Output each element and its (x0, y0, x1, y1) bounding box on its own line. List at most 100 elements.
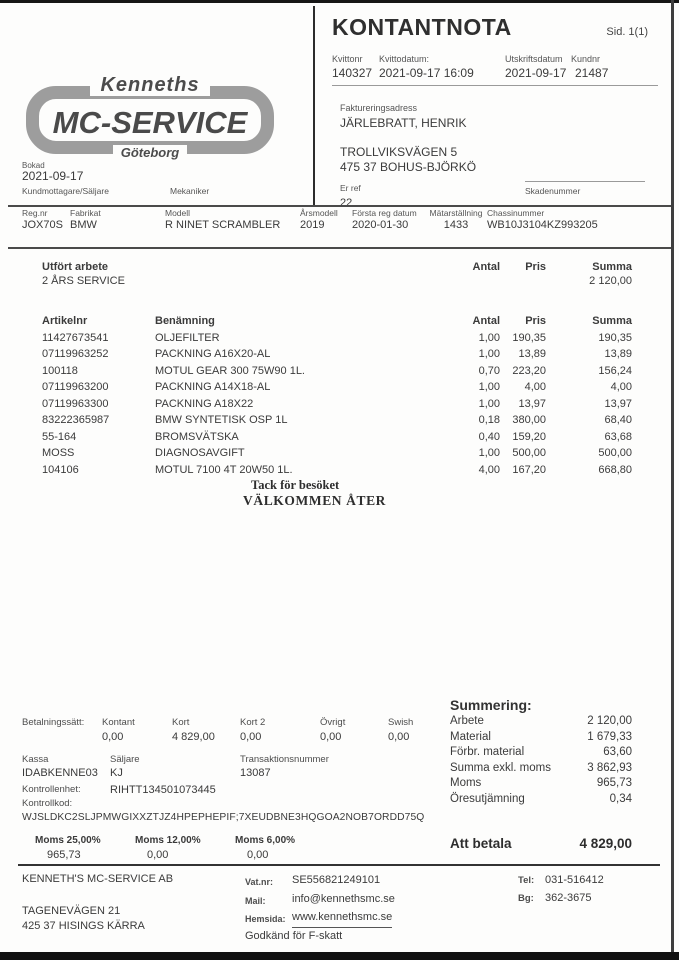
saljare-label: Säljare (110, 754, 140, 765)
footer-street: TAGENEVÄGEN 21 (22, 905, 121, 917)
work-title: Utfört arbete (42, 261, 109, 273)
header-underline (332, 85, 658, 86)
items-rows: 11427673541 OLJEFILTER 1,00 190,35 190,3… (0, 330, 679, 479)
mail-value: info@kennethsmc.se (292, 892, 395, 905)
betalningssatt-label: Betalningssätt: (22, 717, 85, 728)
bg-label: Bg: (518, 892, 534, 904)
mekaniker-label: Mekaniker (170, 186, 210, 196)
kvittodatum-value: 2021-09-17 16:09 (379, 66, 474, 80)
att-betala-value: 4 829,00 (579, 836, 632, 851)
summary-row: Moms 965,73 (450, 777, 632, 789)
kundmottagare-label: Kundmottagare/Säljare (22, 186, 109, 196)
item-row: 07119963200 PACKNING A14X18-AL 1,00 4,00… (42, 381, 632, 393)
kundnr-label: Kundnr (571, 54, 601, 64)
kundnr-value: 21487 (575, 66, 609, 80)
payment-method: Kontant 0,00 (102, 717, 135, 743)
summary-rows: Arbete 2 120,00 Material 1 679,33 Förbr.… (450, 714, 632, 807)
vehicle-field: Fabrikat BMW (70, 208, 101, 231)
summary-block: Summering: Arbete 2 120,00 Material 1 67… (450, 696, 632, 807)
summary-row: Förbr. material 63,60 (450, 746, 632, 758)
bg-value: 362-3675 (545, 891, 592, 904)
kvittodatum-label: Kvittodatum: (379, 54, 430, 64)
kassa-label: Kassa (22, 754, 49, 765)
payment-method: Övrigt 0,00 (320, 717, 346, 743)
att-betala-label: Att betala (450, 836, 512, 851)
kontrollenhet-value: RIHTT134501073445 (110, 784, 216, 796)
vehicle-field: Första reg datum 2020-01-30 (352, 208, 417, 231)
item-row: 104106 MOTUL 7100 4T 20W50 1L. 4,00 167,… (42, 463, 632, 476)
bokad-label: Bokad (22, 161, 45, 170)
items-pris-header: Pris (525, 315, 546, 327)
company-logo: Kenneths MC-SERVICE Göteborg (24, 74, 276, 162)
logo-text-goteborg: Göteborg (24, 144, 276, 162)
kvittonr-value: 140327 (332, 66, 373, 80)
fskatt-text: Godkänd för F-skatt (245, 929, 343, 942)
skadenummer-line (525, 181, 645, 182)
utskriftsdatum-label: Utskriftsdatum (505, 54, 563, 64)
header-vertical-divider (313, 6, 315, 205)
customer-city: 475 37 BOHUS-BJÖRKÖ (340, 160, 477, 174)
vehicle-field: Modell R NINET SCRAMBLER (165, 208, 281, 231)
work-row: 2 ÅRS SERVICE 2 120,00 (42, 275, 632, 287)
moms-field: Moms 25,00% 965,73 (35, 835, 101, 861)
tel-value: 031-516412 (545, 874, 604, 886)
summary-row: Summa exkl. moms 3 862,93 (450, 761, 632, 774)
item-row: 83222365987 BMW SYNTETISK OSP 1L 0,18 38… (42, 414, 632, 426)
section-rule-bottom (8, 247, 671, 249)
moms-field: Moms 12,00% 0,00 (135, 835, 201, 861)
kassa-value: IDABKENNE03 (22, 766, 98, 779)
er-ref-label: Er ref (340, 183, 361, 193)
summary-row: Öresutjämning 0,34 (450, 792, 632, 805)
payment-method: Swish 0,00 (388, 717, 414, 743)
payment-block: Betalningssätt: Kontant 0,00 Kort 4 829,… (22, 716, 452, 862)
logo-text-mc-service: MC-SERVICE (52, 105, 248, 140)
payment-method: Kort 4 829,00 (172, 717, 215, 743)
vehicle-field: Chassinummer WB10J3104KZ993205 (487, 208, 598, 231)
booking-block: Bokad 2021-09-17 Kundmottagare/Säljare M… (22, 161, 312, 196)
page-number: Sid. 1(1) (606, 26, 648, 38)
summary-row: Arbete 2 120,00 (450, 715, 632, 727)
transaktionsnummer-value: 13087 (240, 766, 271, 779)
item-row: 07119963252 PACKNING A16X20-AL 1,00 13,8… (42, 348, 632, 360)
item-row: 55-164 BROMSVÄTSKA 0,40 159,20 63,68 (42, 430, 632, 443)
item-row: MOSS DIAGNOSAVGIFT 1,00 500,00 500,00 (42, 447, 632, 459)
vehicle-field: Årsmodell 2019 (300, 208, 338, 231)
mail-label: Mail: (245, 895, 266, 906)
work-pris-header: Pris (525, 261, 546, 273)
hemsida-label: Hemsida: (245, 914, 286, 924)
moms-field: Moms 6,00% 0,00 (235, 835, 296, 861)
vehicle-info-row: Reg.nr JOX70S Fabrikat BMW Modell R NINE… (0, 208, 679, 232)
summary-title: Summering: (450, 697, 532, 713)
document-header: KONTANTNOTA Sid. 1(1) Kvittonr Kvittodat… (332, 14, 660, 86)
kontrollkod-label: Kontrollkod: (22, 798, 73, 809)
thanks-line2: VÄLKOMMEN ÅTER (243, 493, 387, 508)
logo-text-kenneths: Kenneths (24, 74, 276, 97)
work-antal-header: Antal (472, 261, 501, 273)
customer-street: TROLLVIKSVÄGEN 5 (340, 145, 458, 159)
items-artikelnr-header: Artikelnr (42, 315, 88, 327)
kontrollenhet-label: Kontrollenhet: (22, 784, 81, 795)
footer-rule (18, 864, 660, 866)
items-section: Artikelnr Benämning Antal Pris Summa 114… (0, 313, 679, 478)
website-link: www.kennethsmc.se (292, 909, 393, 928)
document-title: KONTANTNOTA (332, 14, 512, 40)
total-due-row: Att betala 4 829,00 (450, 836, 632, 851)
thanks-message: Tack för besöket VÄLKOMMEN ÅTER (243, 478, 386, 509)
items-summa-header: Summa (592, 315, 632, 327)
transaktionsnummer-label: Transaktionsnummer (240, 754, 329, 765)
billing-address-block: Faktureringsadress JÄRLEBRATT, HENRIK TR… (340, 101, 660, 211)
items-benamning-header: Benämning (155, 315, 215, 327)
utskriftsdatum-value: 2021-09-17 (505, 66, 567, 80)
section-rule-top (8, 205, 671, 207)
work-rows: 2 ÅRS SERVICE 2 120,00 (0, 273, 679, 289)
kontrollkod-value: WJSLDKC2SLJPMWGIXXZTJZ4HPEPHEPIF;7XEUDBN… (22, 812, 425, 823)
footer-city: 425 37 HISINGS KÄRRA (22, 920, 145, 932)
faktureringsadress-label: Faktureringsadress (340, 103, 418, 113)
item-row: 100118 MOTUL GEAR 300 75W90 1L. 0,70 223… (42, 364, 632, 377)
vat-label: Vat.nr: (245, 877, 274, 887)
top-edge-line (0, 0, 679, 3)
bottom-edge-bar (0, 952, 679, 960)
vehicle-field: Mätarställning 1433 (429, 208, 483, 231)
work-summa-header: Summa (592, 261, 632, 273)
